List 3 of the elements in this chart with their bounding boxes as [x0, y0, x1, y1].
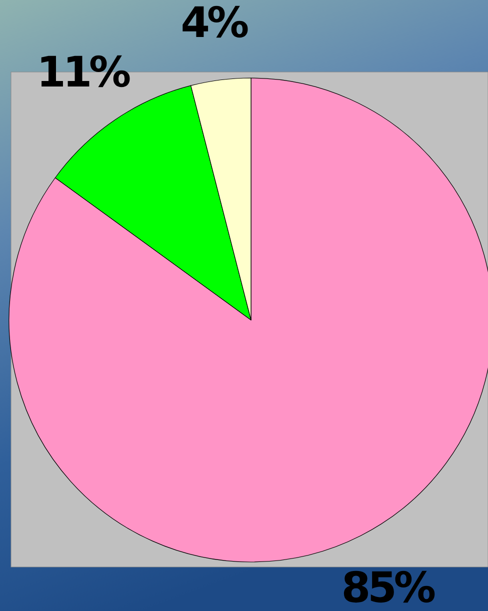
data-label: 4% — [180, 0, 248, 47]
data-label: 11% — [36, 47, 130, 96]
data-label: 85% — [341, 562, 435, 611]
